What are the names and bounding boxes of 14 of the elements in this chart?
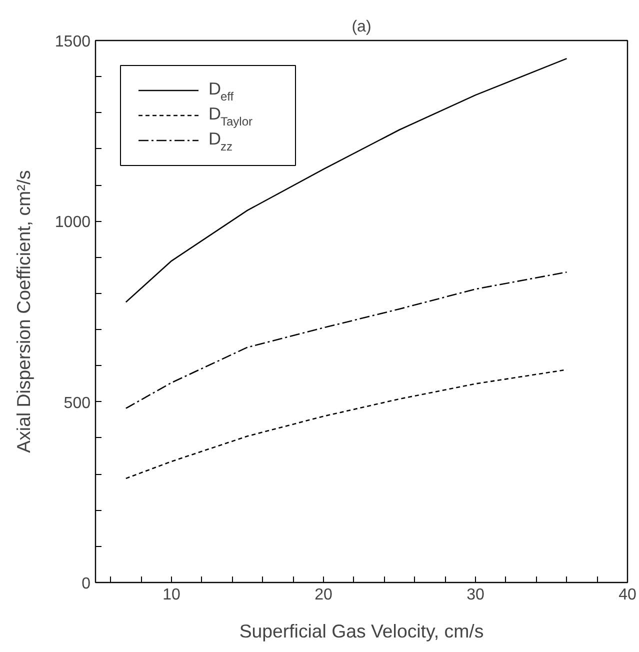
y-tick-label: 1500 [54,34,91,50]
line-series [125,271,568,409]
y-tick-label: 1000 [54,214,91,232]
y-axis-title: Axial Dispersion Coefficient, cm²/s [12,170,34,453]
chart-title: (a) [352,18,372,36]
line-series [125,58,568,303]
x-tick-label: 20 [314,586,332,604]
line-series [125,369,568,480]
y-tick-label: 500 [64,394,91,412]
y-tick-label: 0 [82,576,91,592]
x-axis-title: Superficial Gas Velocity, cm/s [239,620,484,642]
x-tick-label: 30 [466,586,484,604]
x-tick-label: 40 [618,586,636,604]
x-tick-label: 10 [162,586,180,604]
